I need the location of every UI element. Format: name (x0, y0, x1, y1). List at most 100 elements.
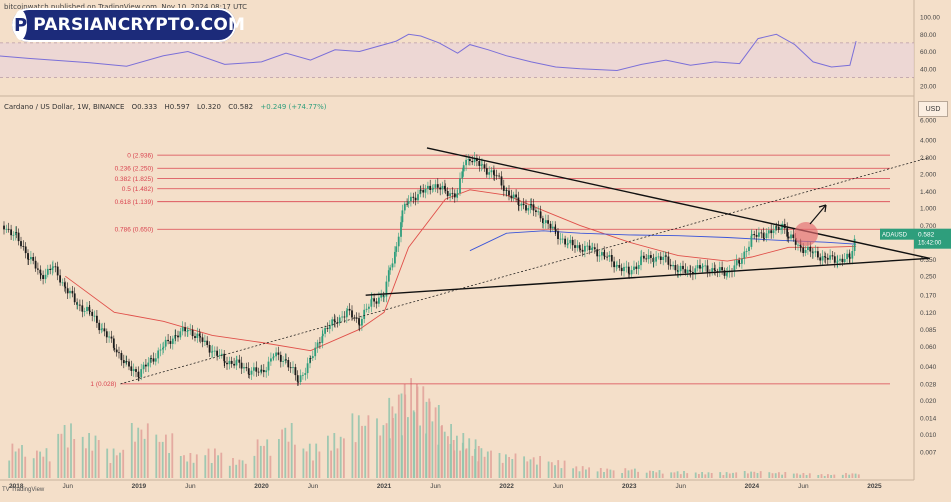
candle-body (351, 310, 353, 318)
candle-body (839, 258, 841, 261)
candle-body (432, 187, 434, 190)
candle-body (682, 265, 684, 270)
volume-bar (241, 460, 244, 478)
volume-bar (278, 439, 280, 478)
candle-body (775, 226, 777, 231)
candle-body (206, 340, 209, 345)
volume-bar (294, 444, 296, 478)
volume-bar (437, 444, 440, 478)
volume-bar (547, 461, 550, 478)
candle-body (613, 261, 615, 268)
candle-body (391, 263, 394, 268)
price-tick-label: 2.000 (920, 172, 937, 179)
candle-body (461, 171, 464, 179)
volume-bar (820, 474, 823, 478)
candle-body (257, 371, 260, 373)
currency-button[interactable]: USD (918, 101, 948, 117)
candle-body (843, 259, 846, 263)
volume-bar (539, 456, 541, 478)
candle-body (309, 358, 312, 359)
volume-bar (732, 472, 734, 478)
volume-bar (802, 473, 805, 478)
candle-body (424, 189, 427, 193)
candle-body (846, 253, 848, 259)
candle-body (441, 185, 444, 190)
candle-body (665, 255, 667, 257)
candle-body (157, 350, 160, 359)
candle-body (419, 189, 422, 195)
symbol-tag (880, 228, 914, 240)
candle-body (326, 327, 329, 329)
candle-body (812, 252, 814, 254)
candle-body (495, 175, 498, 177)
candle-body (363, 309, 366, 319)
volume-bar (848, 474, 851, 478)
candle-body (135, 369, 137, 372)
rsi-band (0, 42, 914, 78)
candle-body (112, 338, 115, 348)
volume-bar (683, 471, 685, 478)
volume-bar (382, 425, 385, 478)
candle-body (800, 246, 802, 248)
candle-body (336, 322, 339, 324)
candle-body (554, 229, 557, 232)
volume-bar (523, 456, 525, 478)
candle-body (429, 185, 432, 190)
rsi-tick-label: 80.00 (920, 32, 937, 39)
candle-body (841, 258, 844, 263)
candle-body (804, 250, 807, 253)
ohlc-low: L0.320 (197, 103, 221, 111)
candle-body (569, 239, 572, 244)
candle-body (54, 266, 57, 268)
candle-body (230, 360, 233, 364)
volume-bar (36, 450, 38, 478)
volume-bar (578, 471, 581, 478)
candle-body (262, 370, 265, 373)
candle-body (547, 220, 549, 224)
candle-body (174, 335, 176, 339)
candle-body (373, 298, 375, 302)
candle-body (684, 269, 687, 273)
volume-bar (256, 439, 259, 478)
logo-text: PARSIANCRYPTO.COM (33, 15, 246, 35)
candle-body (797, 244, 799, 246)
volume-bar (119, 452, 121, 478)
volume-bar (575, 466, 578, 478)
candle-body (628, 273, 631, 275)
candle-body (799, 244, 802, 247)
volume-bar (581, 466, 584, 478)
candle-body (706, 265, 709, 273)
candle-body (777, 226, 780, 230)
volume-bar (171, 433, 174, 478)
candle-body (794, 237, 797, 245)
volume-bar (621, 473, 623, 478)
candle-body (750, 235, 753, 247)
volume-bar (477, 461, 480, 478)
candle-body (120, 353, 123, 361)
candle-body (623, 266, 625, 272)
candle-body (61, 282, 64, 284)
candle-body (103, 328, 106, 332)
volume-bar (195, 454, 198, 478)
price-tick-label: 1.400 (920, 189, 937, 196)
candle-body (403, 203, 406, 211)
volume-bar (17, 448, 20, 478)
candle-body (355, 317, 358, 319)
candle-body (110, 336, 113, 339)
candle-body (76, 302, 78, 305)
candle-body (831, 255, 834, 257)
candle-body (338, 317, 341, 324)
volume-bar (85, 448, 87, 478)
volume-bar (73, 439, 76, 478)
time-tick-label: Jun (308, 483, 319, 490)
volume-bar (269, 455, 272, 478)
candle-body (498, 175, 500, 177)
candle-body (851, 251, 854, 259)
candle-body (620, 267, 623, 272)
volume-bar (845, 473, 847, 478)
candle-body (529, 204, 532, 208)
candle-body (490, 170, 493, 173)
candle-body (537, 211, 540, 213)
volume-bar (505, 454, 507, 478)
candle-body (150, 358, 152, 359)
